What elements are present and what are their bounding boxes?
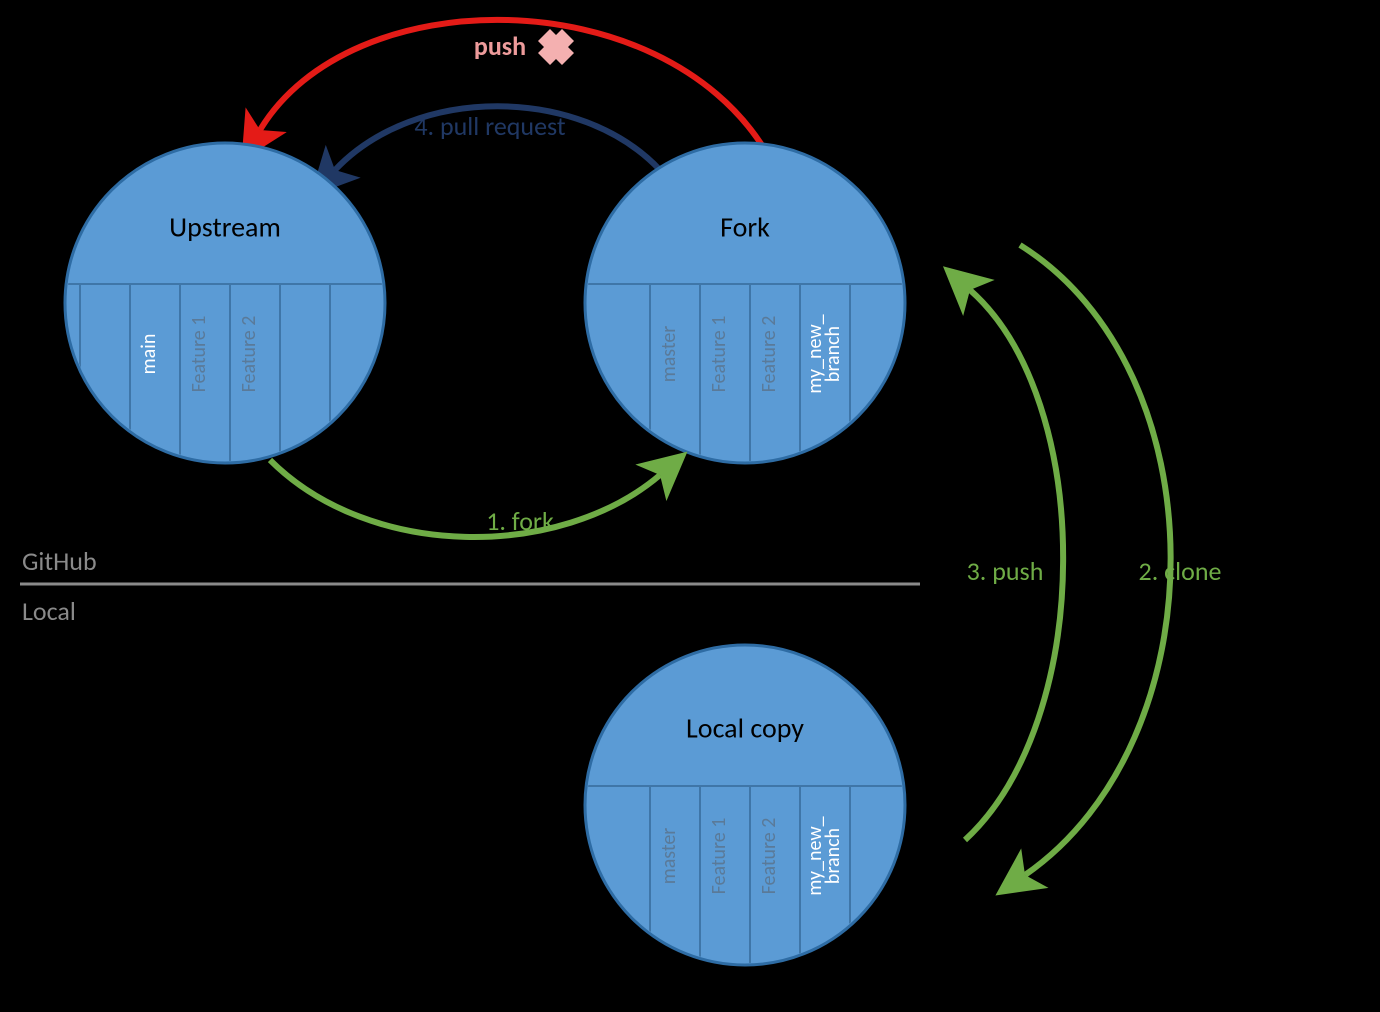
repo-upstream-label: Upstream — [169, 210, 281, 245]
branch-label: Feature 2 — [757, 818, 781, 895]
branch-label: my_new_branch — [803, 314, 845, 393]
zone-label-github: GitHub — [22, 545, 97, 577]
label-clone: 2. clone — [1139, 555, 1222, 587]
repo-local-label: Local copy — [686, 711, 804, 746]
repo-fork-label: Fork — [720, 210, 770, 245]
branch-label: my_new_branch — [803, 816, 845, 895]
branch-label: main — [137, 334, 161, 375]
branch-label: Feature 1 — [707, 818, 731, 895]
branch-label: Feature 1 — [187, 316, 211, 393]
label-pushx: push — [474, 30, 526, 62]
branch-label: master — [657, 828, 681, 885]
branch-label: master — [657, 326, 681, 383]
label-fork: 1. fork — [486, 505, 554, 537]
branch-label: Feature 2 — [237, 316, 261, 393]
zone-label-local: Local — [22, 595, 76, 627]
label-pr: 4. pull request — [414, 110, 566, 142]
branch-label: Feature 1 — [707, 316, 731, 393]
branch-label: Feature 2 — [757, 316, 781, 393]
label-push3: 3. push — [967, 555, 1044, 587]
